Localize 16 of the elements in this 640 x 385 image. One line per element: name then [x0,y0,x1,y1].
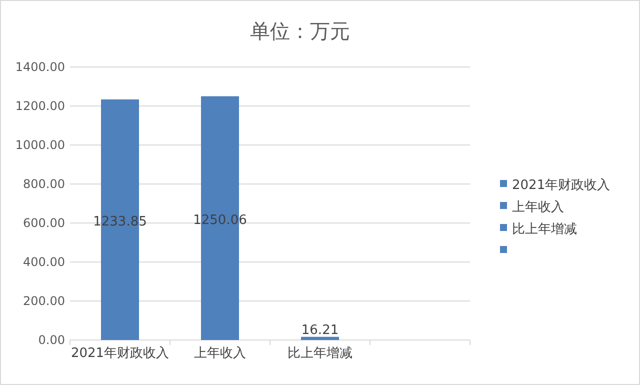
legend-label: 上年收入 [512,200,564,215]
legend-label: 2021年财政收入 [512,178,610,193]
chart-title: 单位：万元 [250,19,350,43]
y-tick-label: 400.00 [23,255,65,269]
y-tick-label: 1000.00 [15,138,65,152]
x-tick-label: 2021年财政收入 [70,346,170,361]
x-tick-label: 上年收入 [194,346,246,361]
y-tick-label: 200.00 [23,294,65,308]
data-label: 16.21 [301,322,339,338]
x-tick-label: 比上年增减 [288,346,352,361]
y-tick-label: 600.00 [23,216,65,230]
y-tick-label: 1200.00 [15,99,65,113]
legend-label: 比上年增减 [512,222,577,237]
y-tick-label: 0.00 [38,333,65,347]
y-tick-label: 1400.00 [15,60,65,74]
y-tick-label: 800.00 [23,177,65,191]
